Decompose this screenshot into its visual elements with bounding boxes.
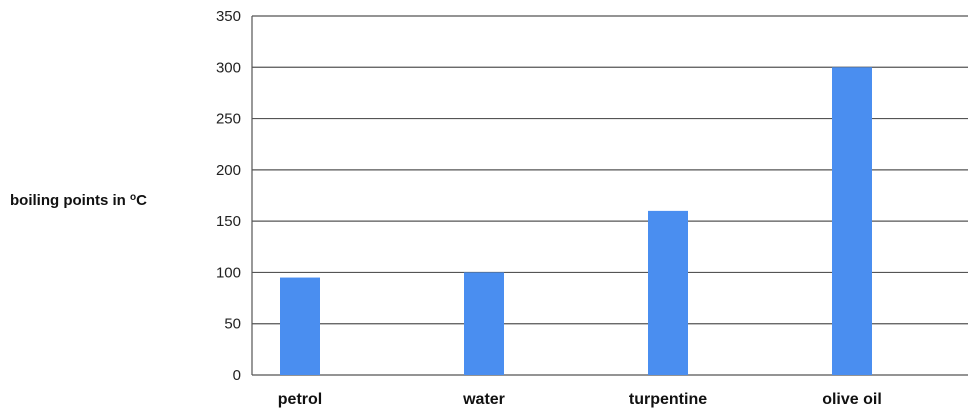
y-tick-label: 100 [216, 264, 241, 281]
y-tick-label: 0 [233, 367, 241, 384]
bars [280, 67, 872, 376]
y-axis-label: boiling points in oC [10, 192, 147, 209]
bar-turpentine [648, 210, 688, 375]
y-tick-label: 150 [216, 213, 241, 230]
y-tick-label: 50 [224, 316, 241, 333]
bar-petrol [280, 277, 320, 375]
x-category-label: olive oil [822, 391, 882, 408]
y-tick-label: 350 [216, 8, 241, 25]
x-category-label: turpentine [629, 391, 707, 408]
x-category-label: petrol [278, 391, 322, 408]
x-category-label: water [462, 391, 505, 408]
y-tick-label: 250 [216, 111, 241, 128]
y-tick-label: 300 [216, 59, 241, 76]
y-tick-labels: 0 50 100 150 200 250 300 350 [216, 8, 241, 384]
bar-water [464, 272, 504, 375]
bar-olive-oil [832, 67, 872, 376]
y-tick-label: 200 [216, 162, 241, 179]
gridlines [251, 15, 968, 376]
x-category-labels: petrol water turpentine olive oil [278, 391, 882, 408]
